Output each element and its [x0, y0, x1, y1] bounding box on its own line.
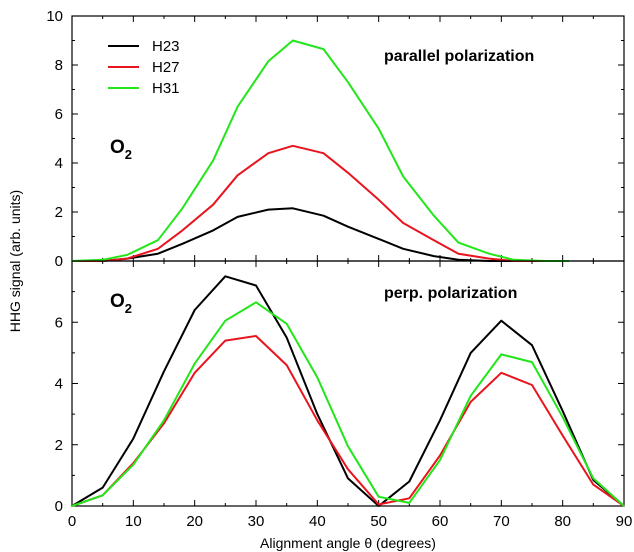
series-line-bottom-h27	[71, 335, 625, 507]
legend: H23 H27 H31	[108, 38, 180, 97]
x-tick-label: 50	[370, 513, 387, 530]
legend-label-h27: H27	[152, 59, 180, 76]
panel-top: 0 2 4 6 8 10 parallel polarization O2	[46, 8, 625, 270]
y-tick-label: 2	[55, 437, 63, 454]
y-tick-label: 6	[55, 106, 63, 123]
y-tick-label: 8	[55, 57, 63, 74]
x-tick-label: 0	[68, 513, 76, 530]
y-tick-label: 2	[55, 204, 63, 221]
x-tick-label: 40	[309, 513, 326, 530]
y-tick-label: 4	[55, 376, 63, 393]
x-tick-label: 10	[125, 513, 142, 530]
x-tick-label: 80	[554, 513, 571, 530]
y-axis-label: HHG signal (arb. units)	[7, 190, 23, 332]
x-tick-label: 30	[248, 513, 265, 530]
series-line-bottom-h23	[71, 275, 625, 507]
y-tick-label: 0	[55, 498, 63, 515]
legend-label-h31: H31	[152, 80, 180, 97]
legend-label-h23: H23	[152, 38, 180, 55]
series-line-top-h27	[72, 144, 569, 262]
x-tick-label: 20	[186, 513, 203, 530]
panel-top-annotation: parallel polarization	[384, 48, 534, 65]
panel-bottom-molecule-label: O2	[110, 291, 132, 316]
y-tick-label: 0	[55, 253, 63, 270]
x-tick-label: 90	[616, 513, 633, 530]
x-tick-label: 70	[493, 513, 510, 530]
y-tick-label: 4	[55, 155, 63, 172]
panel-bottom-annotation: perp. polarization	[384, 285, 517, 302]
y-tick-label: 10	[46, 8, 63, 25]
x-axis-label: Alignment angle θ (degrees)	[260, 535, 436, 551]
panel-top-molecule-label: O2	[110, 137, 132, 162]
x-tick-label: 60	[432, 513, 449, 530]
series-line-bottom-h31	[71, 301, 625, 507]
series-line-top-h31	[71, 39, 569, 262]
y-tick-label: 6	[55, 314, 63, 331]
